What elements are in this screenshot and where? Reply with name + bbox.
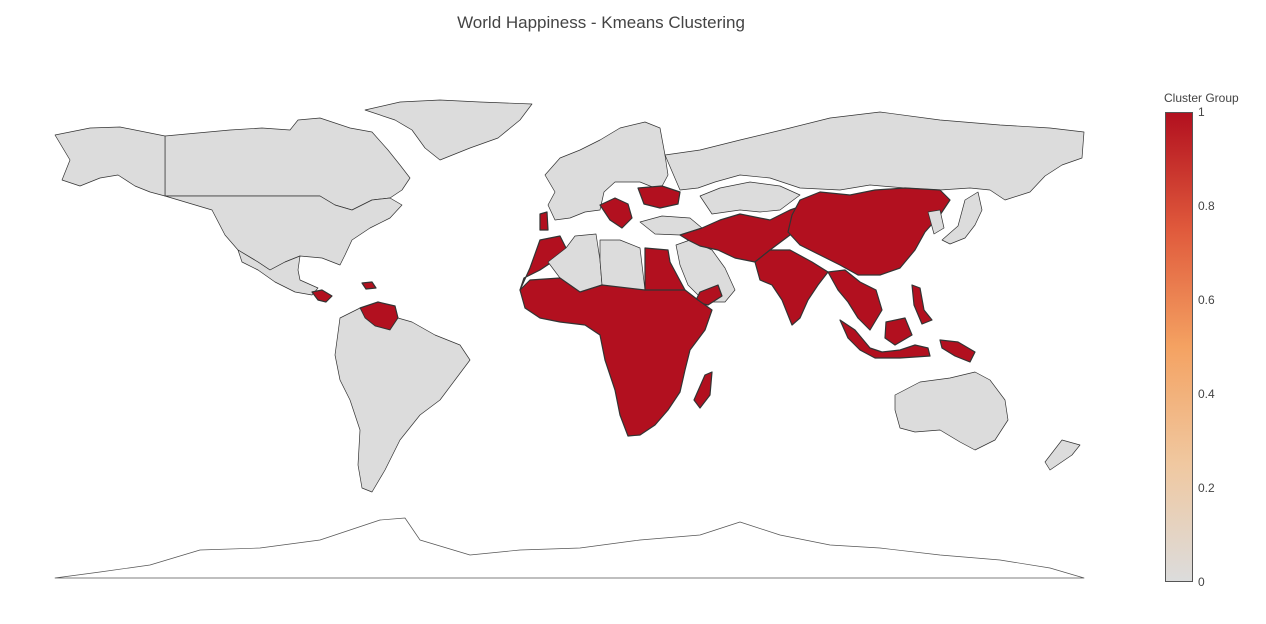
region-greenland[interactable]: Greenland <box>364 99 533 161</box>
region-guatemala-honduras[interactable]: Guatemala/Honduras <box>311 289 333 303</box>
region-russia[interactable]: Russia <box>664 111 1085 201</box>
region-south-america[interactable]: South America <box>334 307 471 493</box>
region-balkans[interactable]: Balkans <box>599 197 633 229</box>
region-papua-new-guinea[interactable]: Papua New Guinea <box>939 339 976 363</box>
region-morocco[interactable]: Morocco <box>519 235 567 291</box>
region-mexico[interactable]: Mexico <box>237 249 319 296</box>
region-united-states[interactable]: United States <box>164 195 403 271</box>
region-madagascar[interactable]: Madagascar <box>693 371 713 409</box>
region-kazakhstan[interactable]: Kazakhstan <box>699 181 801 215</box>
region-australia[interactable]: Australia <box>894 371 1009 451</box>
region-europe[interactable]: Europe <box>544 121 669 221</box>
region-sub-saharan-africa[interactable]: Sub-Saharan Africa <box>519 277 713 437</box>
region-japan[interactable]: Japan <box>941 191 983 245</box>
region-china[interactable]: China <box>787 187 951 276</box>
colorbar-tick-label: 1 <box>1198 105 1205 119</box>
region-philippines[interactable]: Philippines <box>911 284 933 325</box>
colorbar-tick-label: 0.6 <box>1198 293 1215 307</box>
colorbar-tick-label: 0 <box>1198 575 1205 589</box>
region-korea[interactable]: Korea <box>927 209 945 235</box>
region-haiti[interactable]: Haiti <box>361 281 377 290</box>
colorbar-tick-label: 0.2 <box>1198 481 1215 495</box>
colorbar-title: Cluster Group <box>1164 91 1239 105</box>
colorbar-tick-label: 0.4 <box>1198 387 1215 401</box>
colorbar <box>1165 112 1193 582</box>
colorbar-tick-label: 0.8 <box>1198 199 1215 213</box>
region-libya[interactable]: Libya <box>599 239 646 293</box>
region-southeast-asia[interactable]: Southeast Asia <box>827 269 883 331</box>
region-india[interactable]: India <box>754 249 829 326</box>
region-ukraine[interactable]: Ukraine <box>637 185 681 209</box>
region-indonesia[interactable]: Indonesia <box>839 317 931 359</box>
region-portugal[interactable]: Portugal <box>539 211 549 231</box>
chart-title: World Happiness - Kmeans Clustering <box>457 13 745 32</box>
region-new-zealand[interactable]: New Zealand <box>1044 439 1081 471</box>
region-antarctica[interactable]: Antarctica <box>54 517 1085 579</box>
region-alaska[interactable]: Alaska <box>54 126 166 197</box>
